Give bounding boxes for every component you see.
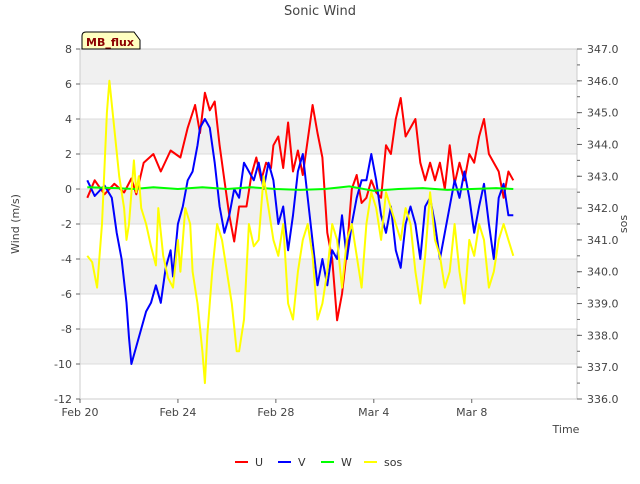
badge-shape xyxy=(81,31,141,50)
y2-tick-label: 346.0 xyxy=(587,75,619,88)
y-tick-label: 8 xyxy=(65,43,72,56)
y-tick-label: 4 xyxy=(65,113,72,126)
plot-band xyxy=(80,189,577,224)
y-tick-label: 2 xyxy=(65,148,72,161)
y2-tick-label: 336.0 xyxy=(587,393,619,406)
x-tick-label: Feb 24 xyxy=(159,406,196,419)
badge-label: MB_flux xyxy=(86,36,134,49)
data-series xyxy=(86,79,515,385)
y2-tick-label: 338.0 xyxy=(587,329,619,342)
y2-tick-label: 341.0 xyxy=(587,234,619,247)
plot-band xyxy=(80,329,577,364)
series-line-w xyxy=(87,185,514,192)
y2-tick-label: 342.0 xyxy=(587,202,619,215)
y-tick-label: -4 xyxy=(61,253,72,266)
y2-tick-label: 340.0 xyxy=(587,266,619,279)
x-axis-label: Time xyxy=(552,423,580,436)
y-tick-label: -6 xyxy=(61,288,72,301)
y-tick-label: 6 xyxy=(65,78,72,91)
y-axis-label: Wind (m/s) xyxy=(9,194,22,254)
x-tick-label: Feb 28 xyxy=(257,406,294,419)
legend-label-v: V xyxy=(298,456,306,469)
legend-label-w: W xyxy=(341,456,352,469)
y-tick-label: -12 xyxy=(54,393,72,406)
plot-band xyxy=(80,49,577,84)
series-line-v xyxy=(86,118,514,365)
legend-label-sos: sos xyxy=(384,456,402,469)
tick-marks: -12 -10 -8 -6 -4 -2 0 2 4 6 8 336.0 337.0 338.0 339.0 3… xyxy=(54,43,618,419)
y-tick-label: -8 xyxy=(61,323,72,336)
plot-bands xyxy=(80,49,577,364)
y-tick-label: -2 xyxy=(61,218,72,231)
y-tick-label: -10 xyxy=(54,358,72,371)
x-tick-label: Feb 20 xyxy=(62,406,99,419)
y2-tick-label: 347.0 xyxy=(587,43,619,56)
x-tick-label: Mar 8 xyxy=(456,406,487,419)
y2-tick-label: 345.0 xyxy=(587,107,619,120)
series-line-u xyxy=(86,91,515,322)
station-badge: MB_flux xyxy=(81,31,141,50)
y2-tick-label: 344.0 xyxy=(587,138,619,151)
y2-tick-label: 337.0 xyxy=(587,361,619,374)
plot-band xyxy=(80,119,577,154)
legend-label-u: U xyxy=(255,456,263,469)
y2-tick-label: 343.0 xyxy=(587,170,619,183)
y-tick-label: 0 xyxy=(65,183,72,196)
chart-title: Sonic Wind xyxy=(284,4,356,19)
x-tick-label: Mar 4 xyxy=(358,406,389,419)
y2-tick-label: 339.0 xyxy=(587,298,619,311)
series-line-sos xyxy=(86,79,515,385)
y2-axis-label: sos xyxy=(617,215,630,233)
